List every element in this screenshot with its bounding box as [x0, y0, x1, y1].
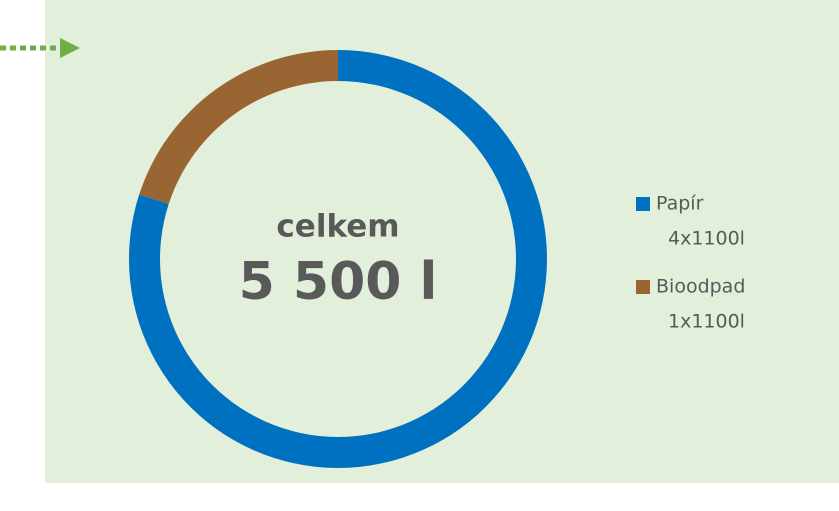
arrow-head	[60, 38, 80, 58]
legend-label: Bioodpad	[656, 276, 745, 298]
legend-swatch	[636, 280, 650, 294]
donut-segment	[139, 50, 338, 204]
legend-value: 4x1100l	[668, 228, 745, 250]
total-label: 5 500 l	[239, 252, 438, 312]
center-label: celkem	[276, 209, 399, 245]
legend-value: 1x1100l	[668, 311, 745, 333]
legend-label: Papír	[656, 193, 704, 215]
legend-swatch	[636, 197, 650, 211]
